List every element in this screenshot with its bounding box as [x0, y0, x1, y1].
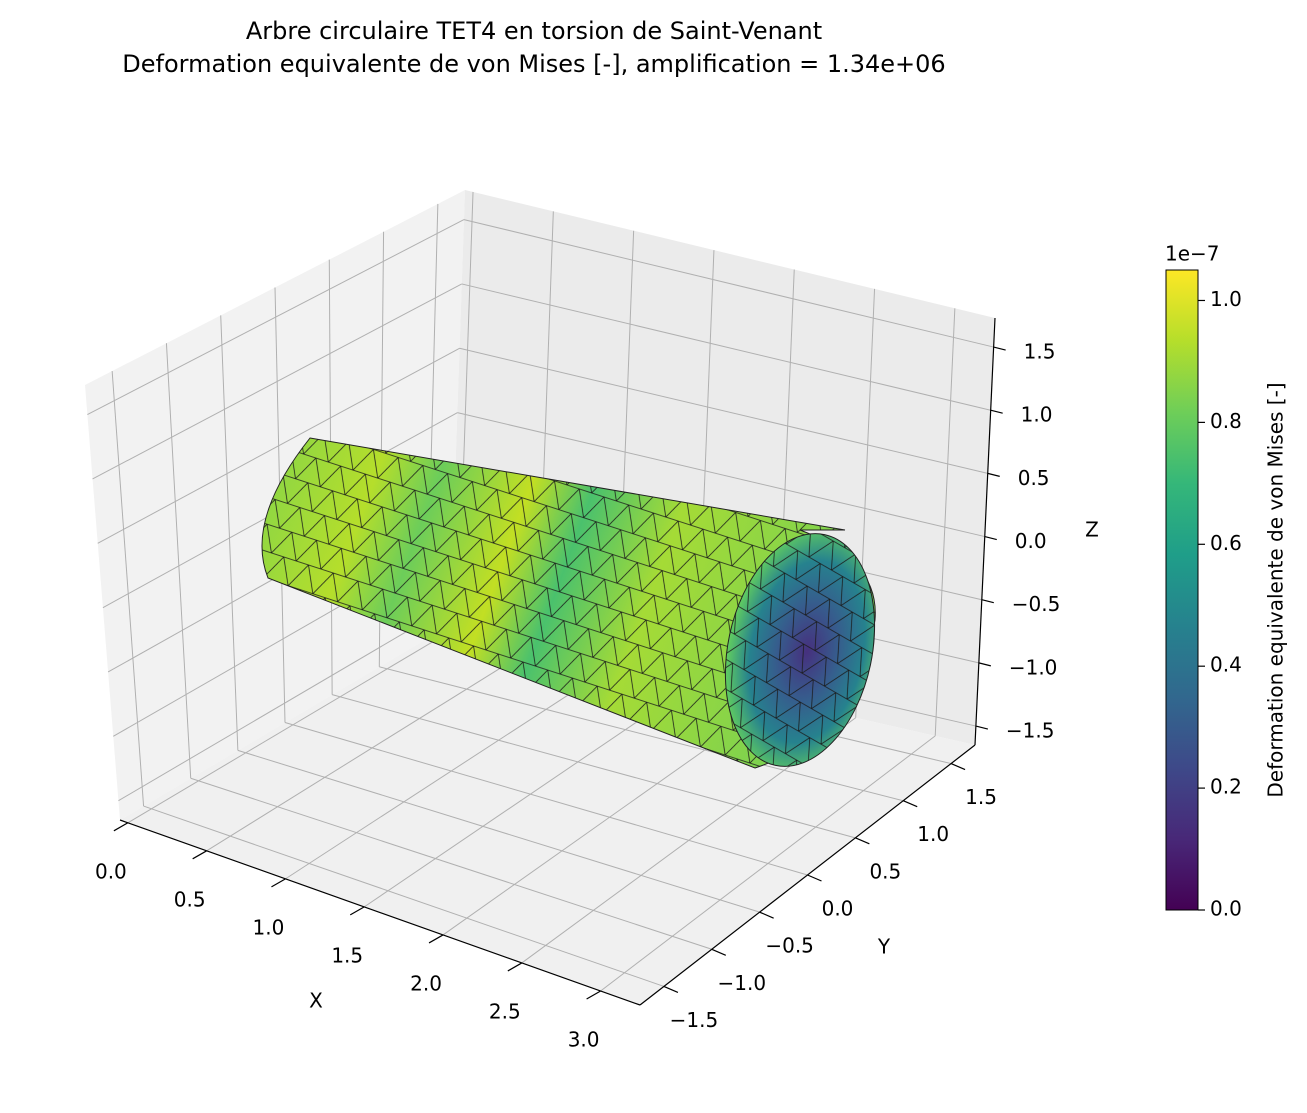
grid-line: [111, 371, 145, 807]
x-axis-line: [119, 819, 641, 1006]
z-tick: [993, 346, 1006, 351]
y-tick: [759, 911, 774, 919]
colorbar-tick-label: 0.4: [1210, 653, 1242, 677]
z-tick-label: 1.0: [1021, 403, 1053, 427]
grid-line: [143, 805, 665, 987]
axes: 0.0 0.5 1.0 1.5 2.0 2.5 3.0 −1.5 −1.0 −0.5 0.0 0.5 1…: [95, 317, 1099, 1051]
y-tick: [950, 763, 966, 771]
z-axis-line: [974, 317, 996, 746]
y-tick-label: −0.5: [765, 934, 814, 958]
chart-subtitle: Deformation equivalente de von Mises [-]…: [122, 50, 945, 78]
z-tick-label: −1.0: [1009, 655, 1058, 679]
grid-line: [92, 283, 462, 480]
y-tick-label: 1.0: [917, 822, 949, 846]
chart-title: Arbre circulaire TET4 en torsion de Sain…: [246, 17, 822, 45]
y-axis-line: [639, 744, 976, 1006]
grid-line: [934, 308, 956, 736]
grid-line: [457, 412, 985, 538]
grid-line: [284, 722, 808, 876]
grid-line: [461, 283, 991, 411]
y-tick-label: 0.0: [822, 897, 854, 921]
colorbar-tick-label: 0.2: [1210, 775, 1242, 799]
grid-line: [459, 347, 988, 474]
z-tick-label: 0.0: [1015, 529, 1047, 553]
x-tick: [271, 878, 286, 888]
z-tick-label: 0.5: [1018, 466, 1050, 490]
x-tick: [349, 906, 365, 916]
colorbar-label: Deformation equivalente de von Mises [-]: [1264, 382, 1288, 797]
grid-line: [87, 219, 465, 416]
grid-line: [463, 219, 994, 348]
colorbar-tick-label: 0.8: [1210, 409, 1242, 433]
z-axis-label: Z: [1085, 518, 1099, 542]
y-tick: [663, 985, 679, 993]
z-tick-label: 1.5: [1024, 340, 1056, 364]
z-tick: [987, 472, 1000, 477]
shaft-surface: [261, 437, 876, 769]
grid-line: [190, 777, 712, 950]
x-tick: [113, 822, 129, 832]
y-tick-label: −1.0: [717, 971, 766, 995]
x-tick: [192, 850, 207, 860]
grid-line: [220, 315, 239, 751]
grid-line: [332, 694, 856, 839]
x-axis-label: X: [309, 989, 323, 1013]
x-tick-label: 0.5: [174, 887, 206, 911]
grid-line: [165, 343, 192, 779]
x-tick: [507, 962, 523, 972]
y-axis-label: Y: [877, 935, 891, 959]
y-tick-label: 1.5: [965, 785, 997, 809]
colorbar-offset: 1e−7: [1165, 242, 1220, 266]
shaft-mesh: [261, 438, 876, 768]
z-tick-label: −1.5: [1006, 719, 1055, 743]
grid-line: [237, 749, 760, 913]
y-tick-label: 0.5: [869, 859, 901, 883]
y-tick: [855, 837, 870, 845]
grid-line: [118, 605, 451, 802]
y-tick-label: −1.5: [670, 1008, 719, 1032]
z-tick: [984, 535, 997, 541]
colorbar-tick-label: 1.0: [1210, 287, 1242, 311]
x-tick-label: 2.5: [489, 999, 521, 1023]
x-tick-label: 1.0: [253, 915, 285, 939]
y-tick: [902, 800, 918, 808]
grid-line: [379, 666, 904, 802]
colorbar: [1165, 269, 1199, 911]
z-tick: [978, 662, 991, 667]
y-tick: [807, 874, 822, 882]
z-tick: [975, 725, 989, 730]
x-tick: [428, 934, 444, 944]
colorbar-tick-label: 0.6: [1210, 531, 1242, 555]
x-tick: [586, 990, 601, 1000]
x-tick-label: 0.0: [95, 859, 127, 883]
z-tick: [981, 599, 994, 604]
x-tick-label: 2.0: [410, 971, 442, 995]
z-tick: [990, 409, 1003, 414]
z-tick-label: −0.5: [1012, 592, 1061, 616]
y-tick: [711, 948, 727, 956]
grid-line: [97, 347, 460, 544]
shaft-end-mesh: [725, 533, 875, 767]
x-tick-label: 1.5: [331, 943, 363, 967]
colorbar-tick-label: 0.0: [1210, 897, 1242, 921]
x-tick-label: 3.0: [568, 1027, 600, 1051]
